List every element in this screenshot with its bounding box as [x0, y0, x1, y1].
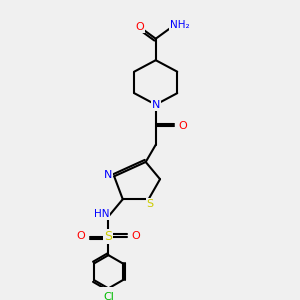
Text: HN: HN: [94, 209, 109, 219]
Text: O: O: [136, 22, 144, 32]
Text: S: S: [146, 199, 154, 208]
Text: N: N: [104, 170, 112, 181]
Text: Cl: Cl: [103, 292, 114, 300]
Text: NH₂: NH₂: [170, 20, 190, 30]
Text: O: O: [77, 231, 85, 241]
Text: O: O: [178, 121, 187, 130]
Text: N: N: [152, 100, 160, 110]
Text: O: O: [131, 231, 140, 241]
Text: S: S: [104, 230, 112, 243]
